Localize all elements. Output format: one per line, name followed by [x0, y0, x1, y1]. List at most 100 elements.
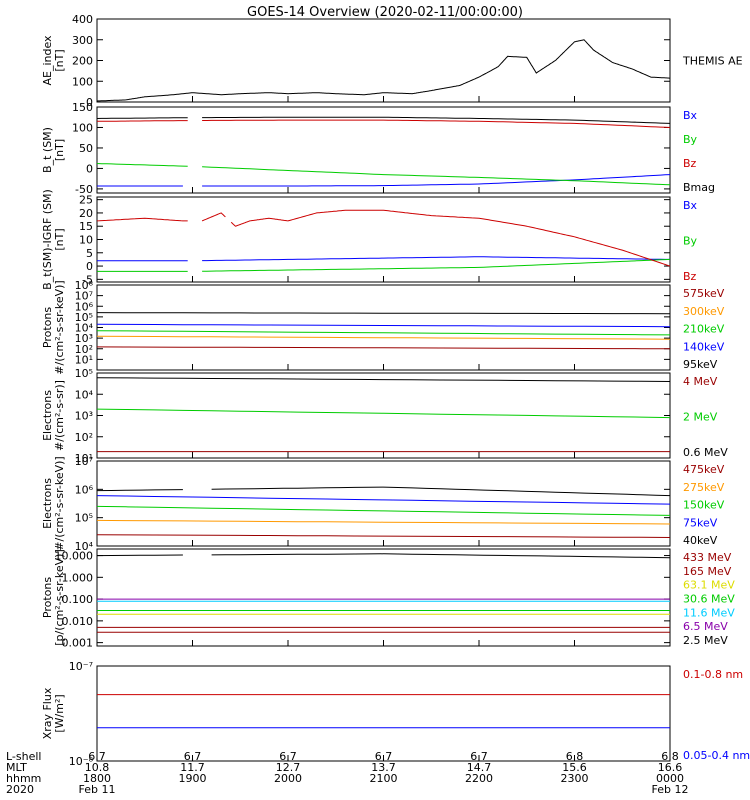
panel-6: 0.001 0.010 0.100 1.000 10.000Protons[p/(cm²…: [41, 548, 735, 650]
panel-frame: [96, 665, 671, 762]
legend-entry: By: [683, 235, 698, 248]
x-row-label: hhmm: [6, 772, 41, 785]
y-axis-label: Protons#/(cm²-s-sr-keV)]: [41, 280, 66, 374]
y-tick-label: 10.000: [55, 550, 94, 563]
y-tick-label: 0: [86, 260, 93, 273]
series-line-2-MeV: [96, 408, 671, 419]
y-tick-label: 10²: [75, 431, 93, 444]
legend-entry: 210keV: [683, 323, 725, 336]
x-tick-label: 6.7: [88, 750, 106, 763]
y-tick-label: 0.001: [62, 637, 94, 650]
y-tick-label: -50: [75, 183, 93, 196]
legend-entry: Bz: [683, 270, 697, 283]
x-tick-label: 2100: [370, 772, 398, 785]
series-line-Bz: [96, 209, 671, 267]
y-tick-label: -5: [82, 273, 93, 286]
legend-entry: 11.6 MeV: [683, 606, 735, 619]
panel-frame: [96, 284, 671, 371]
y-tick-label: 10⁻⁷: [69, 660, 93, 673]
series-line-40keV: [96, 486, 671, 497]
panel-4: 10¹ 10² 10³ 10⁴ 10⁵ Electrons#/(cm²-s-sr)] 4 M…: [41, 367, 728, 465]
y-tick-label: 10⁸: [75, 279, 94, 292]
y-tick-label: 150: [72, 101, 93, 114]
y-axis-label: B_t(SM)-IGRF (SM)[nT]: [41, 189, 66, 290]
y-tick-label: 10⁵: [75, 512, 93, 525]
series-line-75keV: [96, 495, 671, 505]
series-line-210keV: [96, 330, 671, 336]
y-axis-label: Xray Flux[W/m²]: [41, 687, 66, 739]
legend-entry: 0.1-0.8 nm: [683, 668, 743, 681]
y-tick-label: 100: [72, 121, 93, 134]
y-tick-label: 10⁴: [75, 388, 94, 401]
x-tick-label: 14.7: [467, 761, 492, 774]
series-line-300keV: [96, 335, 671, 340]
y-axis-label: B_t (SM)[nT]: [41, 127, 66, 173]
series-line-0.6-MeV: [96, 377, 671, 382]
series-line-By: [96, 163, 671, 186]
x-row-label: L-shell: [6, 750, 42, 763]
y-axis-label: Electrons#/(cm²-s-sr)]: [41, 380, 66, 451]
x-tick-label: 10.8: [85, 761, 110, 774]
legend-entry: 0.6 MeV: [683, 446, 728, 459]
y-tick-label: 15: [79, 220, 93, 233]
y-tick-label: 10⁵: [75, 367, 93, 380]
y-tick-label: 400: [72, 13, 93, 26]
legend-entry: 165 MeV: [683, 565, 732, 578]
legend-entry: 40keV: [683, 534, 718, 547]
legend-entry: 275keV: [683, 481, 725, 494]
legend-entry: 150keV: [683, 499, 725, 512]
x-tick-label: 0000: [656, 772, 684, 785]
legend-entry: Bx: [683, 199, 698, 212]
x-tick-label: 1800: [83, 772, 111, 785]
x-row-label: 2020: [6, 783, 34, 796]
legend-entry: Bmag: [683, 181, 715, 194]
y-tick-label: 100: [72, 75, 93, 88]
legend-entry: By: [683, 133, 698, 146]
legend-entry: 475keV: [683, 463, 725, 476]
x-tick-label: 2000: [274, 772, 302, 785]
panel-frame: [96, 548, 671, 647]
y-tick-label: 10¹: [75, 452, 93, 465]
y-tick-label: 0: [86, 96, 93, 109]
y-tick-label: 10⁻⁸: [69, 755, 94, 768]
x-tick-label: 2300: [561, 772, 589, 785]
y-tick-label: 10⁶: [75, 483, 94, 496]
series-line-2.5-MeV: [96, 553, 671, 559]
panel-5: 10⁴ 10⁵ 10⁶ 10⁷ Electrons#/(cm²-s-sr-keV)] 47…: [41, 455, 725, 553]
y-tick-label: 10⁷: [75, 290, 93, 303]
x-tick-label: Feb 11: [79, 783, 116, 796]
series-line-150keV: [96, 505, 671, 516]
panel-7: 10⁻⁸ 10⁻⁷ Xray Flux[W/m²] 0.1-0.8 nm 0.05-0.…: [41, 660, 750, 768]
x-tick-label: 6.7: [375, 750, 393, 763]
legend-entry: 6.5 MeV: [683, 620, 728, 633]
x-tick-label: 13.7: [371, 761, 396, 774]
x-tick-label: 6.7: [279, 750, 297, 763]
panel-frame: [96, 372, 671, 459]
y-tick-label: 25: [79, 194, 93, 207]
legend-entry: 140keV: [683, 340, 725, 353]
y-tick-label: 200: [72, 55, 93, 68]
y-tick-label: 10⁵: [75, 311, 93, 324]
legend-entry: Bz: [683, 157, 697, 170]
legend-entry: THEMIS AE: [682, 55, 743, 68]
legend-entry: 300keV: [683, 305, 725, 318]
legend-entry: 575keV: [683, 287, 725, 300]
y-tick-label: 0.010: [62, 615, 94, 628]
series-line-475keV: [96, 534, 671, 538]
x-tick-label: 6.8: [566, 750, 584, 763]
series-line-THEMIS-AE: [96, 39, 670, 102]
panel-frame: [96, 460, 671, 547]
x-tick-label: 16.6: [658, 761, 683, 774]
y-tick-label: 10: [79, 234, 93, 247]
y-tick-label: 10²: [75, 343, 93, 356]
panel-0: 0 100 200 300 400 AE_index[nT] THEMIS AE: [41, 13, 743, 109]
y-axis-label: Protons[p/(cm²-s-sr-keV)]: [41, 549, 66, 646]
x-tick-label: 6.7: [184, 750, 202, 763]
y-tick-label: 300: [72, 34, 93, 47]
y-axis-label: Electrons#/(cm²-s-sr-keV)]: [41, 456, 66, 550]
